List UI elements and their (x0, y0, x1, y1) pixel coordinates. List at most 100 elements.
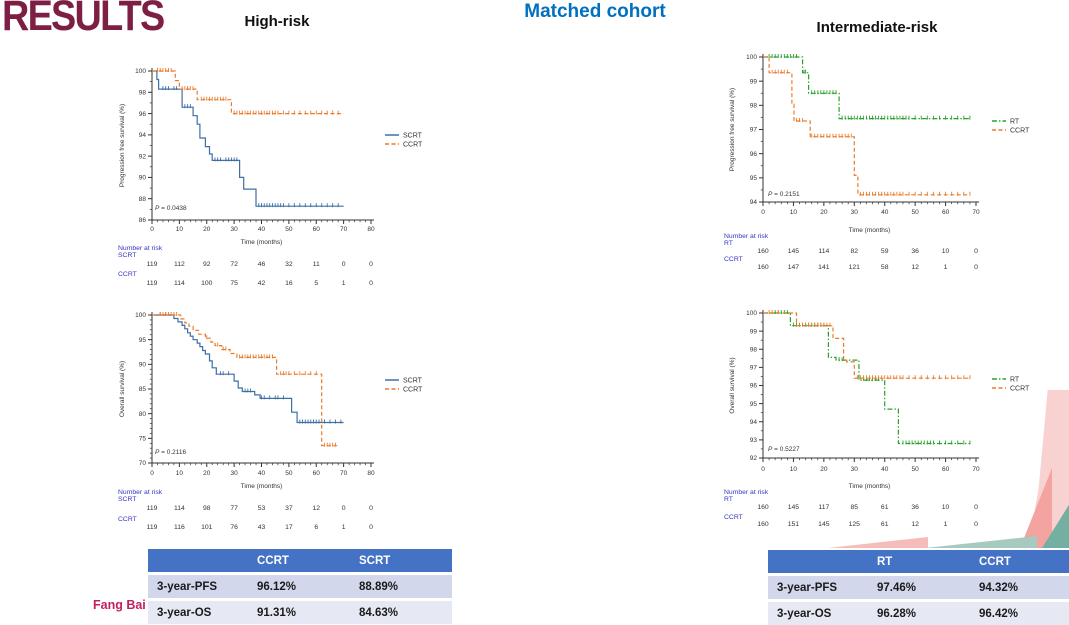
at-risk-series-label: SCRT (118, 496, 136, 503)
at-risk-value: 1 (342, 280, 346, 287)
at-risk-value: 1 (944, 521, 948, 528)
y-tick-label: 100 (135, 312, 146, 319)
header-cell-ccrt: CCRT (248, 549, 350, 572)
at-risk-value: 12 (312, 505, 320, 512)
at-risk-value: 119 (147, 524, 158, 531)
at-risk-value: 5 (314, 280, 318, 287)
at-risk-value: 77 (230, 505, 238, 512)
x-tick-label: 10 (790, 209, 798, 216)
page-title: RESULTS (2, 0, 165, 40)
number-at-risk-label: Number at risk (724, 489, 769, 496)
number-at-risk-label: Number at risk (118, 245, 163, 252)
y-tick-label: 98 (750, 346, 758, 353)
at-risk-value: 160 (757, 264, 769, 271)
at-risk-value: 125 (849, 521, 861, 528)
y-tick-label: 100 (135, 68, 146, 75)
at-risk-value: 114 (818, 248, 829, 255)
high-risk-summary-table: CCRT SCRT 3-year-PFS 96.12% 88.89% 3-yea… (148, 549, 452, 624)
x-tick-label: 40 (881, 466, 889, 473)
value-pfs-rt: 97.46% (868, 576, 970, 599)
at-risk-value: 145 (818, 521, 830, 528)
at-risk-value: 0 (369, 524, 373, 531)
column-title-intermediate-risk: Intermediate-risk (816, 19, 938, 36)
km-curve-SCRT (152, 314, 344, 424)
at-risk-value: 114 (174, 505, 185, 512)
x-tick-label: 40 (881, 209, 889, 216)
x-tick-label: 10 (176, 470, 184, 477)
at-risk-value: 101 (201, 524, 213, 531)
at-risk-series-label: CCRT (724, 514, 743, 521)
at-risk-value: 121 (849, 264, 861, 271)
header-cell-rt: RT (868, 550, 970, 573)
x-tick-label: 50 (285, 226, 293, 233)
x-axis-label: Time (months) (241, 239, 283, 246)
y-tick-label: 92 (750, 455, 758, 462)
y-tick-label: 100 (746, 310, 757, 317)
at-risk-value: 61 (881, 521, 889, 528)
x-tick-label: 20 (203, 226, 211, 233)
km-curve-CCRT (152, 70, 344, 115)
y-tick-label: 97 (750, 365, 758, 372)
at-risk-value: 17 (285, 524, 293, 531)
at-risk-series-label: RT (724, 496, 733, 503)
number-at-risk-label: Number at risk (724, 233, 769, 240)
value-pfs-scrt: 88.89% (350, 575, 452, 598)
km-curve-CCRT (152, 314, 339, 447)
y-axis-label: Progression free survival (%) (119, 104, 126, 187)
x-tick-label: 0 (761, 209, 765, 216)
x-tick-label: 30 (231, 470, 239, 477)
x-tick-label: 30 (231, 226, 239, 233)
at-risk-value: 1 (342, 524, 346, 531)
at-risk-value: 141 (818, 264, 830, 271)
at-risk-value: 0 (974, 521, 978, 528)
y-axis-label: Progression free survival (%) (729, 88, 736, 171)
at-risk-value: 92 (203, 261, 211, 268)
legend-label: RT (1010, 118, 1020, 125)
at-risk-value: 61 (881, 504, 889, 511)
at-risk-value: 112 (174, 261, 185, 268)
y-tick-label: 95 (750, 401, 758, 408)
at-risk-value: 160 (757, 504, 769, 511)
at-risk-value: 42 (258, 280, 266, 287)
y-axis-label: Overall survival (%) (729, 357, 736, 413)
at-risk-value: 1 (944, 264, 948, 271)
legend-label: CCRT (1010, 127, 1030, 134)
value-os-ccrt: 91.31% (248, 601, 350, 624)
at-risk-value: 0 (369, 505, 373, 512)
x-tick-label: 0 (150, 470, 154, 477)
p-value: P = 0.0438 (155, 205, 187, 212)
legend-label: SCRT (403, 377, 423, 384)
y-tick-label: 95 (750, 175, 758, 182)
y-tick-label: 95 (139, 337, 147, 344)
at-risk-value: 11 (313, 261, 320, 268)
at-risk-series-label: CCRT (118, 271, 137, 278)
x-tick-label: 50 (912, 209, 920, 216)
at-risk-value: 119 (147, 261, 158, 268)
row-label-3-year-os: 3-year-OS (768, 602, 868, 625)
cohort-title: Matched cohort (524, 1, 666, 22)
x-tick-label: 30 (851, 209, 859, 216)
header-cell-scrt: SCRT (350, 549, 452, 572)
p-value: P = 0.5227 (768, 446, 800, 453)
y-tick-label: 90 (139, 175, 147, 182)
legend-label: CCRT (403, 386, 423, 393)
x-tick-label: 10 (176, 226, 184, 233)
at-risk-value: 32 (285, 261, 293, 268)
y-tick-label: 99 (750, 328, 758, 335)
column-title-high-risk: High-risk (244, 13, 310, 30)
at-risk-value: 98 (203, 505, 211, 512)
at-risk-series-label: CCRT (118, 516, 137, 523)
value-pfs-ccrt: 94.32% (970, 576, 1069, 599)
y-tick-label: 98 (139, 89, 147, 96)
row-label-3-year-pfs: 3-year-PFS (148, 575, 248, 598)
x-tick-label: 80 (367, 470, 375, 477)
x-axis-label: Time (months) (849, 227, 891, 234)
p-value: P = 0.2151 (768, 191, 800, 198)
y-tick-label: 96 (750, 151, 758, 158)
y-tick-label: 70 (139, 460, 147, 467)
legend-label: RT (1010, 376, 1020, 383)
y-tick-label: 75 (139, 436, 147, 443)
at-risk-value: 75 (230, 280, 238, 287)
